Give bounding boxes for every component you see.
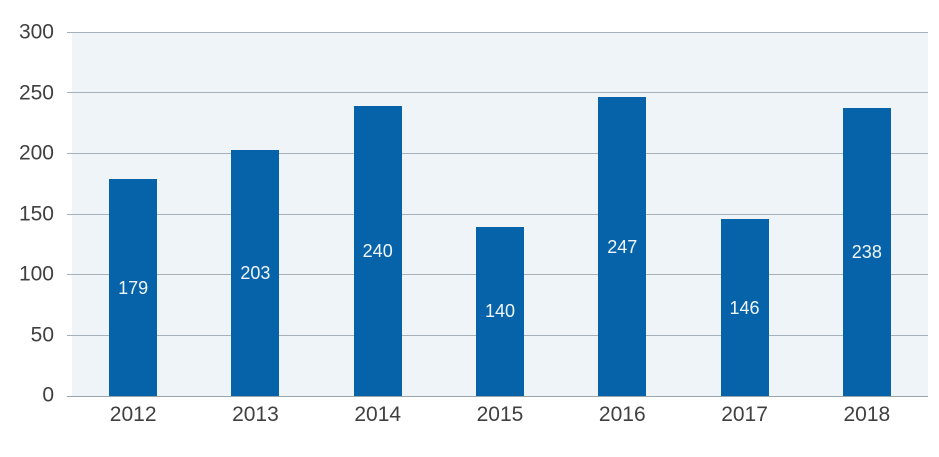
y-tick-label: 200 <box>18 141 54 165</box>
y-tick-label: 150 <box>18 202 54 226</box>
bar-column: 146 <box>683 33 805 396</box>
bar-2017: 146 <box>720 219 769 396</box>
x-tick-label: 2012 <box>109 403 157 426</box>
gridline <box>67 92 928 94</box>
bar-column: 238 <box>806 33 928 396</box>
bar-2015: 140 <box>475 226 524 396</box>
y-axis: 0 50 100 150 200 250 300 <box>0 21 54 407</box>
bar-series: 179 203 240 140 247 146 238 <box>72 33 928 396</box>
bar-column: 247 <box>561 33 683 396</box>
y-tick-label: 300 <box>18 20 54 44</box>
bar-2013: 203 <box>231 150 280 396</box>
bar-value-label: 240 <box>362 240 393 261</box>
x-tick-label: 2013 <box>232 403 279 426</box>
x-tick-label: 2015 <box>476 403 524 426</box>
x-axis-baseline <box>67 396 928 397</box>
bar-2016: 247 <box>598 97 647 396</box>
x-tick-label: 2016 <box>598 403 646 426</box>
x-tick-label: 2017 <box>721 403 768 426</box>
bar-column: 203 <box>194 33 316 396</box>
bar-2014: 240 <box>353 105 402 396</box>
bar-column: 140 <box>439 33 561 396</box>
bar-column: 179 <box>72 33 194 396</box>
bar-2012: 179 <box>109 179 158 396</box>
bar-2018: 238 <box>842 108 891 396</box>
bar-column: 240 <box>317 33 439 396</box>
y-tick-label: 100 <box>18 262 54 286</box>
gridline <box>67 32 928 33</box>
y-tick-label: 0 <box>42 383 54 407</box>
bar-value-label: 203 <box>240 263 271 284</box>
x-tick-label: 2014 <box>354 403 402 426</box>
gridline <box>67 213 928 215</box>
y-tick-label: 250 <box>18 81 54 105</box>
bar-value-label: 179 <box>118 277 149 298</box>
bar-value-label: 238 <box>851 242 882 263</box>
x-tick-label: 2018 <box>843 403 891 426</box>
bar-value-label: 247 <box>607 236 638 257</box>
gridline <box>67 152 928 154</box>
x-axis: 2012 2013 2014 2015 2016 2017 2018 <box>72 403 928 427</box>
bar-value-label: 146 <box>729 297 760 318</box>
y-tick-label: 50 <box>30 323 54 347</box>
plot-area: 179 203 240 140 247 146 238 <box>67 32 928 397</box>
bar-value-label: 140 <box>484 301 515 322</box>
